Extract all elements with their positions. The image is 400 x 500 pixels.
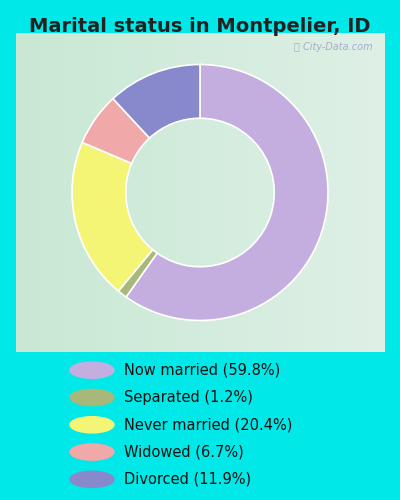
- Circle shape: [70, 444, 114, 460]
- Circle shape: [70, 390, 114, 406]
- Wedge shape: [118, 250, 157, 297]
- Text: Widowed (6.7%): Widowed (6.7%): [124, 444, 244, 460]
- Text: Marital status in Montpelier, ID: Marital status in Montpelier, ID: [29, 18, 371, 36]
- Text: Never married (20.4%): Never married (20.4%): [124, 418, 292, 432]
- Text: Now married (59.8%): Now married (59.8%): [124, 362, 280, 378]
- Text: ⓘ City-Data.com: ⓘ City-Data.com: [294, 42, 373, 52]
- Text: Separated (1.2%): Separated (1.2%): [124, 390, 253, 405]
- Circle shape: [70, 471, 114, 488]
- Text: Divorced (11.9%): Divorced (11.9%): [124, 472, 251, 487]
- Wedge shape: [126, 64, 328, 320]
- Wedge shape: [113, 64, 200, 138]
- Circle shape: [70, 416, 114, 433]
- Circle shape: [70, 362, 114, 378]
- Wedge shape: [82, 98, 150, 164]
- Wedge shape: [72, 142, 153, 291]
